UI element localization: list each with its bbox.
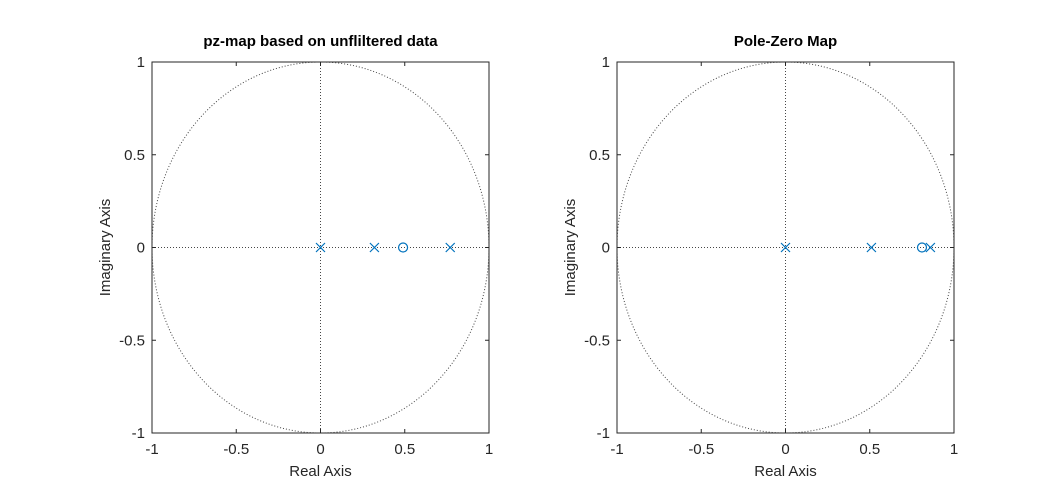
pole-marker bbox=[925, 242, 936, 253]
pole-marker bbox=[780, 242, 791, 253]
pole-marker bbox=[369, 242, 380, 253]
chart-title: pz-map based on unfliltered data bbox=[203, 33, 438, 50]
x-tick-label: 1 bbox=[950, 441, 958, 458]
y-tick-label: -1 bbox=[597, 425, 610, 442]
zero-marker bbox=[397, 242, 409, 253]
y-tick-label: 0.5 bbox=[589, 147, 610, 164]
x-tick-label: 0 bbox=[781, 441, 789, 458]
x-tick-label: 1 bbox=[485, 441, 493, 458]
axes-2: -1 -0.5 0 0.5 1 -1 -0.5 0 0.5 1 Pole-Zero Map Real … bbox=[562, 33, 958, 480]
pole-marker bbox=[315, 242, 326, 253]
x-tick-label: -0.5 bbox=[688, 441, 714, 458]
y-tick-label: -0.5 bbox=[119, 332, 145, 349]
y-tick-label: -0.5 bbox=[584, 332, 610, 349]
chart-title: Pole-Zero Map bbox=[734, 33, 837, 50]
y-tick-label: 0 bbox=[137, 240, 145, 257]
x-tick-label: 0 bbox=[316, 441, 324, 458]
pole-marker bbox=[445, 242, 456, 253]
y-tick-label: 1 bbox=[602, 54, 610, 71]
pole-marker bbox=[866, 242, 877, 253]
x-tick-label: 0.5 bbox=[859, 441, 880, 458]
y-tick-label: -1 bbox=[132, 425, 145, 442]
x-tick-label: 0.5 bbox=[394, 441, 415, 458]
x-tick-label: -1 bbox=[145, 441, 158, 458]
axes-1: -1 -0.5 0 0.5 1 -1 -0.5 0 0.5 1 pz-map based on un… bbox=[97, 33, 493, 480]
zero-marker bbox=[916, 242, 928, 253]
y-axis-label: Imaginary Axis bbox=[97, 199, 114, 297]
x-tick-label: -1 bbox=[610, 441, 623, 458]
x-axis-label: Real Axis bbox=[289, 463, 352, 480]
y-axis-label: Imaginary Axis bbox=[562, 199, 579, 297]
y-tick-label: 0 bbox=[602, 240, 610, 257]
y-tick-label: 0.5 bbox=[124, 147, 145, 164]
x-tick-label: -0.5 bbox=[223, 441, 249, 458]
y-tick-label: 1 bbox=[137, 54, 145, 71]
x-axis-label: Real Axis bbox=[754, 463, 817, 480]
